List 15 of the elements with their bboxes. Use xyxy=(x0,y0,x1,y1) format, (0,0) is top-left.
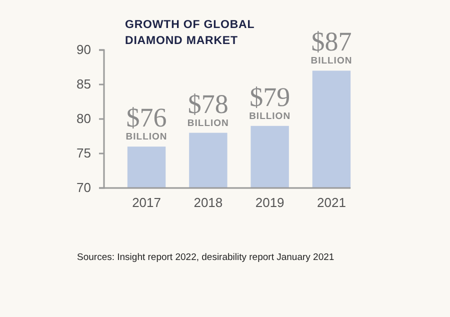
y-tick-label: 80 xyxy=(76,111,91,126)
x-tick-label: 2019 xyxy=(255,195,284,210)
y-tick-label: 70 xyxy=(76,180,91,196)
y-tick-label: 75 xyxy=(76,146,91,161)
data-label: $76 BILLION xyxy=(126,102,168,143)
x-tick-label: 2021 xyxy=(317,195,346,210)
data-label: $87 BILLION xyxy=(310,26,352,67)
data-label: $79 BILLION xyxy=(249,82,291,122)
x-tick-label: 2018 xyxy=(194,195,223,210)
data-label: $78 BILLION xyxy=(187,88,229,129)
y-tick-label: 90 xyxy=(76,42,91,58)
y-tick-label: 85 xyxy=(76,76,91,92)
x-tick-label: 2017 xyxy=(132,195,161,210)
source-note: Sources: Insight report 2022, desirability report January 2021 xyxy=(77,252,334,263)
chart-title: GROWTH OF GLOBAL DIAMOND MARKET xyxy=(125,19,255,47)
